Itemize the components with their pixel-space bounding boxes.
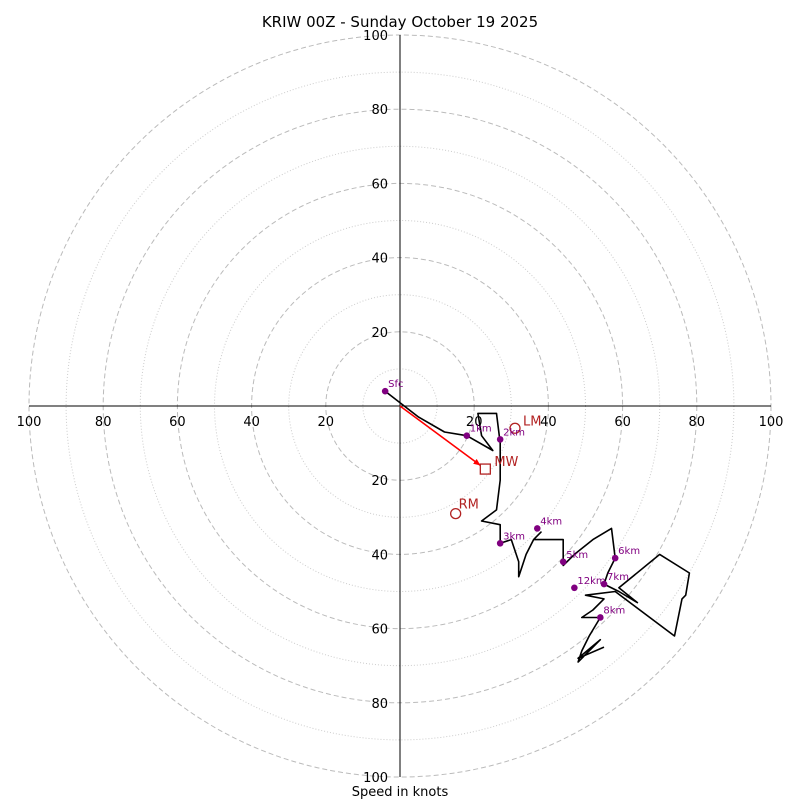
tick-label-top-80: 80 — [371, 103, 388, 118]
tick-label-top-20: 20 — [371, 326, 388, 341]
height-label-8km: 8km — [603, 605, 625, 616]
mean-wind-marker — [479, 463, 491, 475]
height-dot-5km — [559, 558, 567, 566]
height-dot-8km — [597, 614, 604, 621]
storm-motion-group: MW LM RM — [399, 405, 541, 520]
tick-label-top-60: 60 — [371, 177, 388, 192]
hodograph-trace-group — [384, 390, 691, 663]
tick-label-top-40: 40 — [371, 252, 388, 267]
tick-label-right-40: 40 — [540, 415, 557, 430]
height-label-12km: 12km — [577, 576, 605, 587]
hodograph-trace — [384, 390, 691, 663]
tick-label-right-100: 100 — [759, 415, 784, 430]
chart-title: KRIW 00Z - Sunday October 19 2025 — [262, 13, 538, 31]
height-label-1km: 1km — [470, 424, 492, 435]
lm-marker — [509, 422, 521, 434]
lm-label: LM — [523, 414, 541, 429]
tick-label-left-80: 80 — [95, 415, 112, 430]
height-dot-3km — [496, 539, 504, 547]
height-label-5km: 5km — [566, 550, 588, 561]
tick-label-bottom-40: 40 — [371, 548, 388, 563]
height-dot-1km — [463, 432, 471, 439]
height-dot-4km — [533, 525, 541, 532]
tick-label-left-100: 100 — [17, 415, 42, 430]
height-label-3km: 3km — [503, 531, 525, 542]
height-markers: Sfc 1km 2km 3km 4km 5km 6km 7km 8km 12km — [381, 379, 640, 621]
height-dot-12km — [571, 584, 578, 592]
height-label-4km: 4km — [540, 516, 562, 527]
rm-marker — [449, 507, 462, 520]
tick-label-right-60: 60 — [614, 415, 631, 430]
x-axis-label: Speed in knots — [352, 785, 449, 800]
tick-label-left-60: 60 — [169, 415, 186, 430]
tick-label-top-100: 100 — [363, 29, 388, 44]
tick-label-bottom-20: 20 — [371, 474, 388, 489]
height-dot-sfc — [381, 387, 389, 395]
tick-label-bottom-100: 100 — [363, 771, 388, 786]
tick-label-left-20: 20 — [318, 415, 335, 430]
rm-label: RM — [459, 498, 479, 513]
height-label-7km: 7km — [607, 572, 629, 583]
mean-wind-arrow — [399, 405, 481, 467]
height-label-6km: 6km — [618, 546, 640, 557]
tick-label-right-80: 80 — [689, 415, 706, 430]
height-dot-2km — [496, 436, 504, 443]
height-dot-7km — [600, 580, 608, 588]
height-label-sfc: Sfc — [388, 379, 403, 390]
mw-label: MW — [494, 455, 518, 470]
tick-label-bottom-80: 80 — [371, 697, 388, 712]
tick-label-bottom-60: 60 — [371, 623, 388, 638]
height-dot-6km — [611, 554, 619, 562]
height-label-2km: 2km — [503, 427, 525, 438]
tick-label-left-40: 40 — [243, 415, 260, 430]
